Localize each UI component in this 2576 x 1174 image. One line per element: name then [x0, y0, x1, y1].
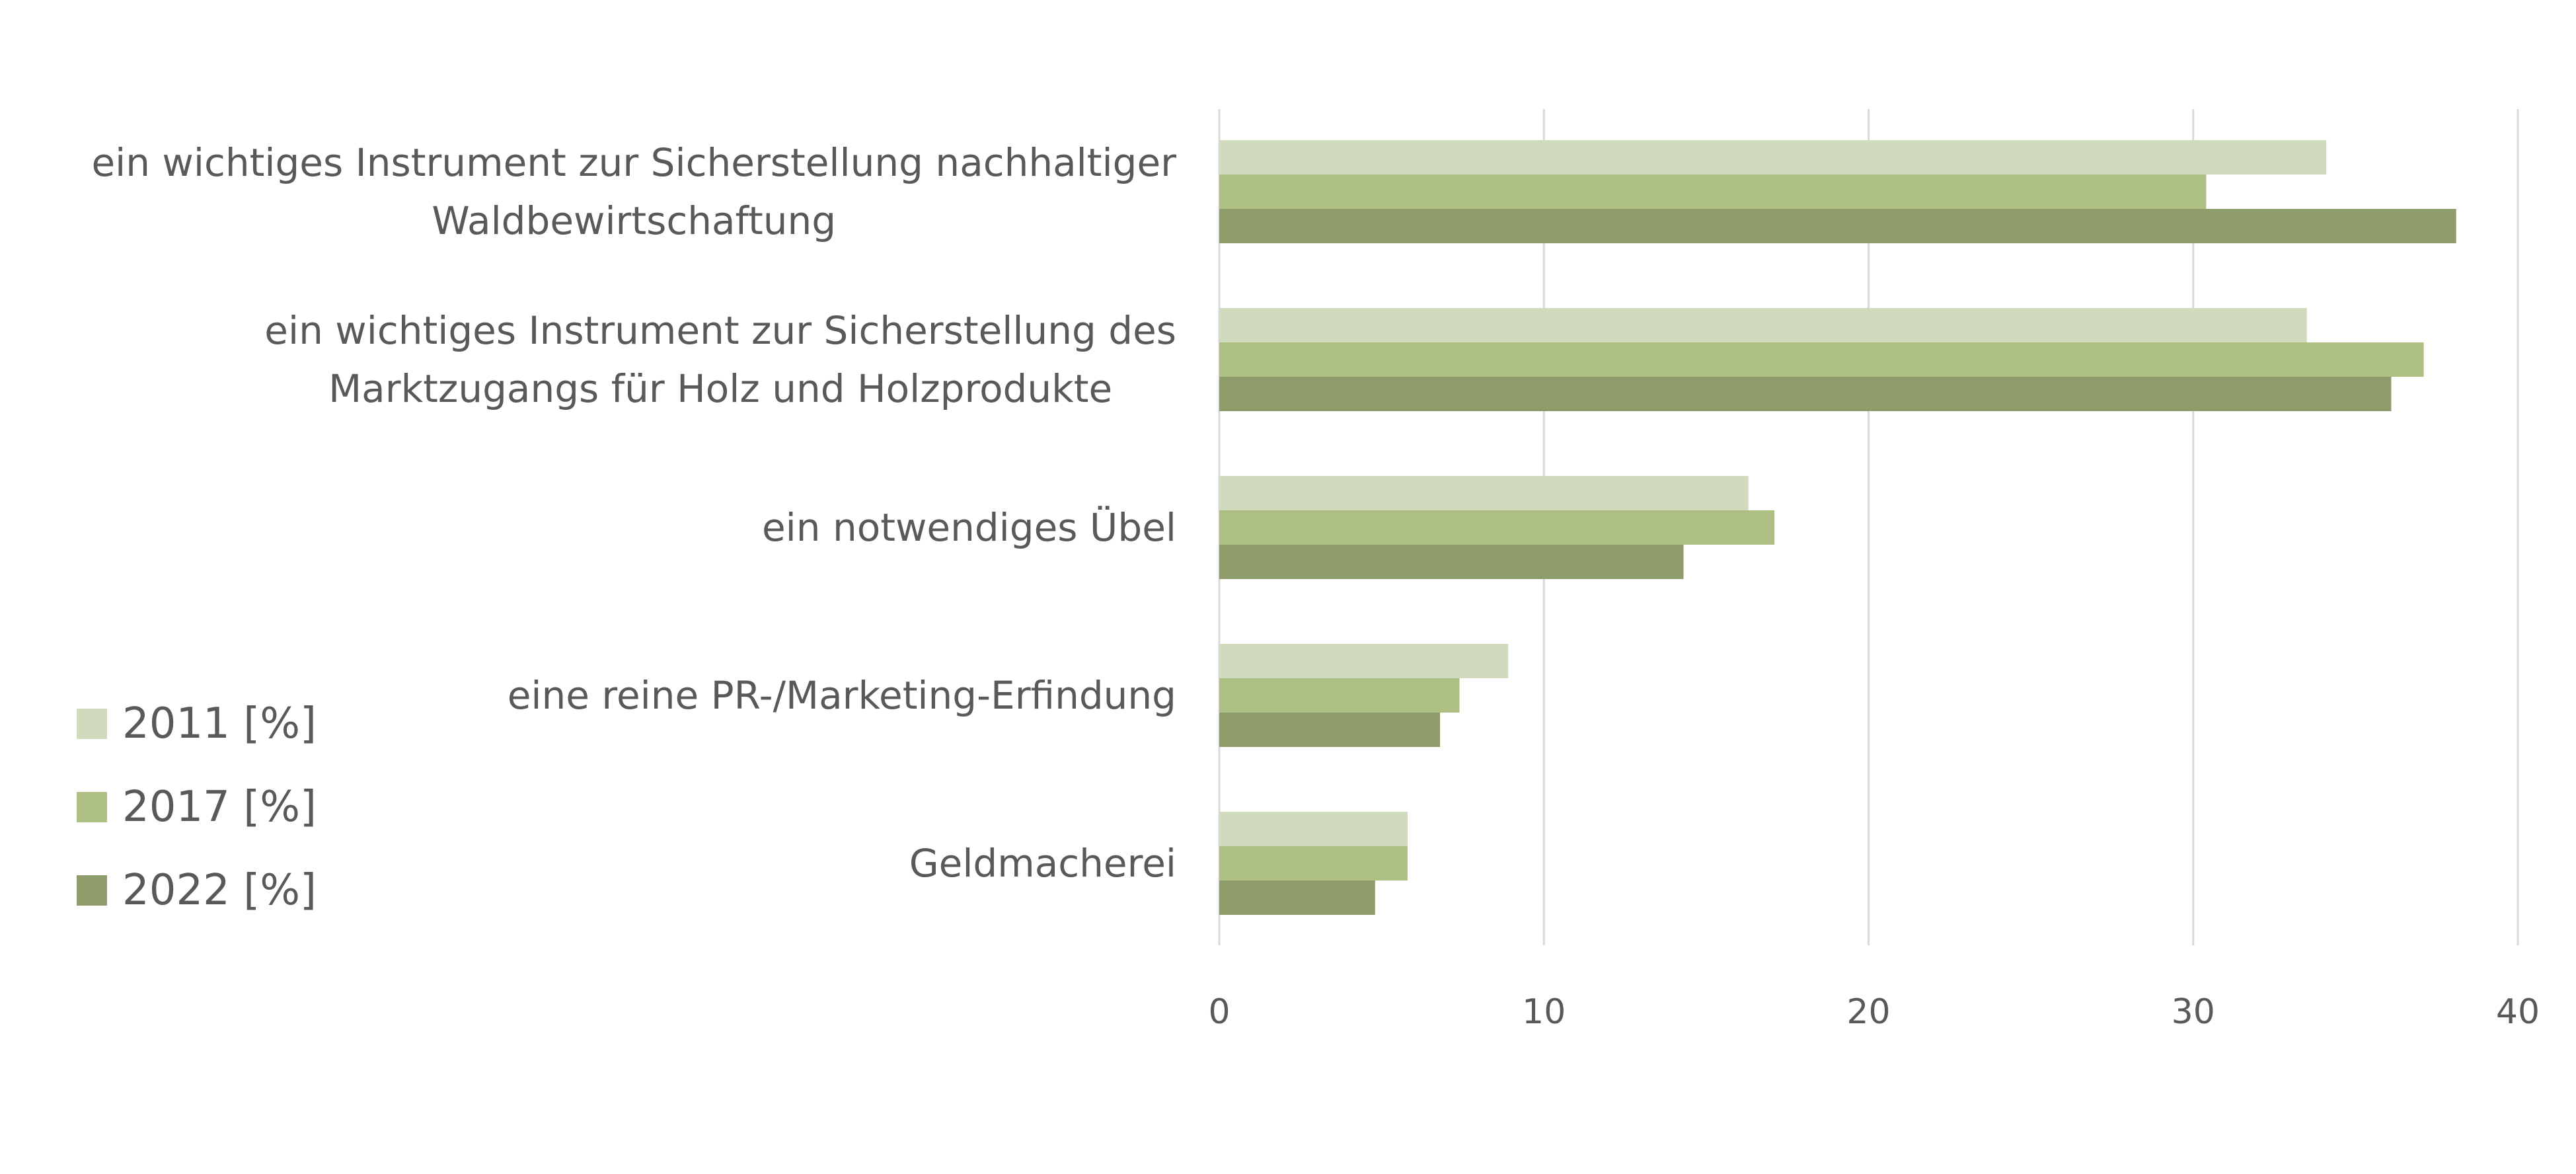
bar-1-2017	[1219, 175, 2207, 209]
category-label-2: ein wichtiges Instrument zur Sicherstell…	[264, 308, 1176, 411]
bar-1-2022	[1219, 209, 2456, 243]
bar-1-2011	[1219, 140, 2327, 175]
category-label-4: eine reine PR-/Marketing-Erfindung	[508, 673, 1176, 718]
bar-5-2011	[1219, 812, 1408, 846]
bar-2-2022	[1219, 377, 2392, 411]
x-tick-label-0: 0	[1208, 992, 1230, 1032]
x-tick-label-10: 10	[1522, 992, 1566, 1032]
legend-swatch-2011	[77, 709, 107, 739]
category-label-3: ein notwendiges Übel	[762, 505, 1176, 550]
category-label-1: ein wichtiges Instrument zur Sicherstell…	[91, 140, 1176, 243]
bar-3-2017	[1219, 510, 1775, 545]
category-labels: ein wichtiges Instrument zur Sicherstell…	[91, 140, 1176, 886]
category-label-5: Geldmacherei	[909, 841, 1176, 886]
x-tick-label-20: 20	[1846, 992, 1890, 1032]
bar-2-2017	[1219, 342, 2424, 377]
legend-label-2022: 2022 [%]	[122, 866, 317, 915]
bars	[1219, 140, 2456, 915]
bar-5-2022	[1219, 880, 1375, 915]
gridlines	[1218, 109, 2519, 945]
bar-4-2017	[1219, 678, 1460, 713]
x-tick-label-30: 30	[2172, 992, 2215, 1032]
legend-swatch-2022	[77, 875, 107, 906]
bar-3-2022	[1219, 545, 1684, 579]
bar-4-2022	[1219, 713, 1441, 747]
bar-2-2011	[1219, 308, 2307, 342]
x-tick-label-40: 40	[2496, 992, 2540, 1032]
legend-swatch-2017	[77, 792, 107, 822]
legend: 2011 [%] 2017 [%] 2022 [%]	[77, 699, 317, 915]
legend-label-2017: 2017 [%]	[122, 783, 317, 832]
legend-label-2011: 2011 [%]	[122, 699, 317, 748]
bar-3-2011	[1219, 476, 1749, 510]
x-axis-ticks: 0 10 20 30 40	[1208, 992, 2540, 1032]
bar-4-2011	[1219, 644, 1509, 678]
bar-5-2017	[1219, 846, 1408, 880]
